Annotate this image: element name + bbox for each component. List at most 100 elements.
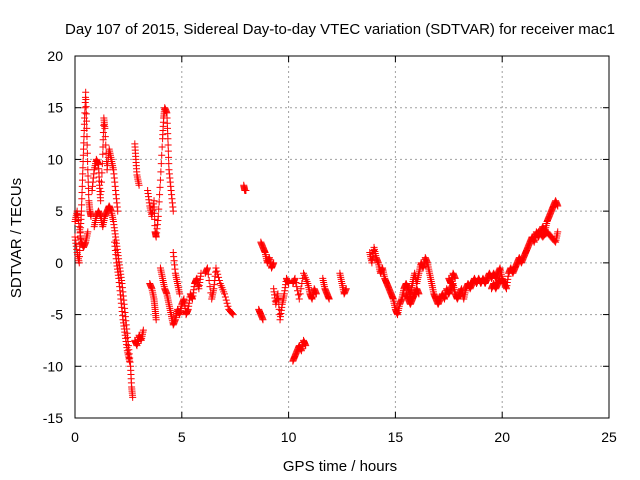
data-point <box>164 141 172 149</box>
data-point <box>295 295 303 303</box>
data-point <box>215 276 223 284</box>
y-tick-labels: -15 -10 -5 0 5 10 15 20 <box>43 48 63 426</box>
data-point <box>150 203 158 211</box>
data-point <box>83 117 91 125</box>
data-point <box>83 133 91 141</box>
x-tick-label: 25 <box>601 429 617 445</box>
data-point <box>82 110 90 118</box>
data-point <box>157 168 165 176</box>
data-point <box>97 178 105 186</box>
data-point <box>551 237 559 245</box>
data-point <box>298 280 306 288</box>
data-point <box>325 295 333 303</box>
data-point <box>302 342 310 350</box>
data-point <box>156 183 164 191</box>
data-point <box>158 151 166 159</box>
data-point <box>451 274 459 282</box>
data-point <box>114 207 122 215</box>
data-point <box>165 160 173 168</box>
data-point <box>78 176 86 184</box>
data-point <box>78 189 86 197</box>
x-tick-labels: 0 5 10 15 20 25 <box>71 429 617 445</box>
data-point <box>213 267 221 275</box>
data-point <box>259 316 267 324</box>
data-point <box>214 270 222 278</box>
data-point <box>78 201 86 209</box>
data-point <box>139 326 147 334</box>
data-point <box>204 270 212 278</box>
data-point <box>75 259 83 267</box>
data-point <box>84 184 92 192</box>
data-point <box>78 182 86 190</box>
x-tick-label: 20 <box>494 429 510 445</box>
x-tick-label: 0 <box>71 429 79 445</box>
tick-layer <box>74 55 610 419</box>
data-point <box>228 310 236 318</box>
y-tick-label: 10 <box>47 151 63 167</box>
y-tick-label: 15 <box>47 100 63 116</box>
y-tick-label: -10 <box>43 358 63 374</box>
data-point <box>83 124 91 132</box>
data-point <box>293 283 301 291</box>
data-point <box>79 151 87 159</box>
data-point <box>270 259 278 267</box>
data-point <box>76 246 84 254</box>
data-point <box>150 197 158 205</box>
data-point <box>212 264 220 272</box>
data-point <box>157 160 165 168</box>
data-point <box>294 291 302 299</box>
x-tick-label: 5 <box>178 429 186 445</box>
data-point <box>129 393 137 401</box>
data-point <box>97 187 105 195</box>
data-point <box>82 88 90 96</box>
data-point <box>155 198 163 206</box>
data-point <box>82 95 90 103</box>
grid-layer <box>75 56 609 418</box>
data-point <box>155 205 163 213</box>
x-tick-label: 15 <box>388 429 404 445</box>
data-point <box>223 299 231 307</box>
data-point <box>203 264 211 272</box>
data-point <box>221 290 229 298</box>
data-point <box>312 290 320 298</box>
y-axis-label: SDTVAR / TECUs <box>8 178 25 298</box>
data-point <box>84 228 92 236</box>
data-point <box>164 147 172 155</box>
data-point <box>158 143 166 151</box>
data-point <box>291 274 299 282</box>
data-point <box>296 290 304 298</box>
data-point <box>176 290 184 298</box>
data-point <box>297 285 305 293</box>
data-point <box>84 157 92 165</box>
data-point <box>97 197 105 205</box>
data-point <box>135 181 143 189</box>
x-tick-label: 10 <box>281 429 297 445</box>
data-point <box>98 160 106 168</box>
data-point <box>215 273 223 281</box>
data-point <box>150 209 158 217</box>
data-point <box>99 150 107 158</box>
data-point <box>80 145 88 153</box>
data-point <box>156 191 164 199</box>
data-point <box>83 149 91 157</box>
data-point <box>242 186 250 194</box>
data-point <box>154 212 162 220</box>
data-point <box>79 170 87 178</box>
data-point <box>156 176 164 184</box>
data-point <box>101 133 109 141</box>
data-point <box>292 279 300 287</box>
data-point <box>496 274 504 282</box>
x-axis-label: GPS time / hours <box>283 458 397 475</box>
data-point <box>152 316 160 324</box>
data-point <box>125 357 133 365</box>
data-point <box>229 311 237 319</box>
data-points <box>71 88 562 401</box>
data-point <box>415 290 423 298</box>
data-point <box>75 253 83 261</box>
data-point <box>554 202 562 210</box>
data-point <box>84 172 92 180</box>
data-point <box>99 129 107 137</box>
y-tick-label: 20 <box>47 48 63 64</box>
data-point <box>164 135 172 143</box>
